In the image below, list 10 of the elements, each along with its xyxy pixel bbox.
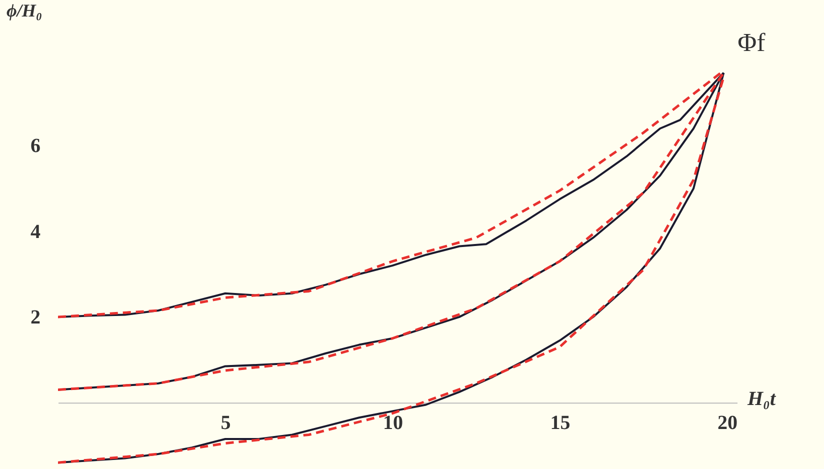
- x-tick-label: 5: [220, 412, 231, 434]
- x-tick-label: 20: [717, 412, 738, 434]
- y-axis-title: ϕ/H₀: [6, 0, 42, 20]
- x-tick-label: 15: [550, 412, 570, 434]
- y-tick-label: 2: [30, 306, 40, 328]
- y-tick-label: 6: [30, 135, 40, 158]
- x-axis-title: H₀t: [746, 388, 778, 410]
- annotation: Φf: [738, 28, 766, 57]
- x-tick-label: 10: [382, 412, 403, 434]
- y-tick-label: 4: [30, 220, 40, 243]
